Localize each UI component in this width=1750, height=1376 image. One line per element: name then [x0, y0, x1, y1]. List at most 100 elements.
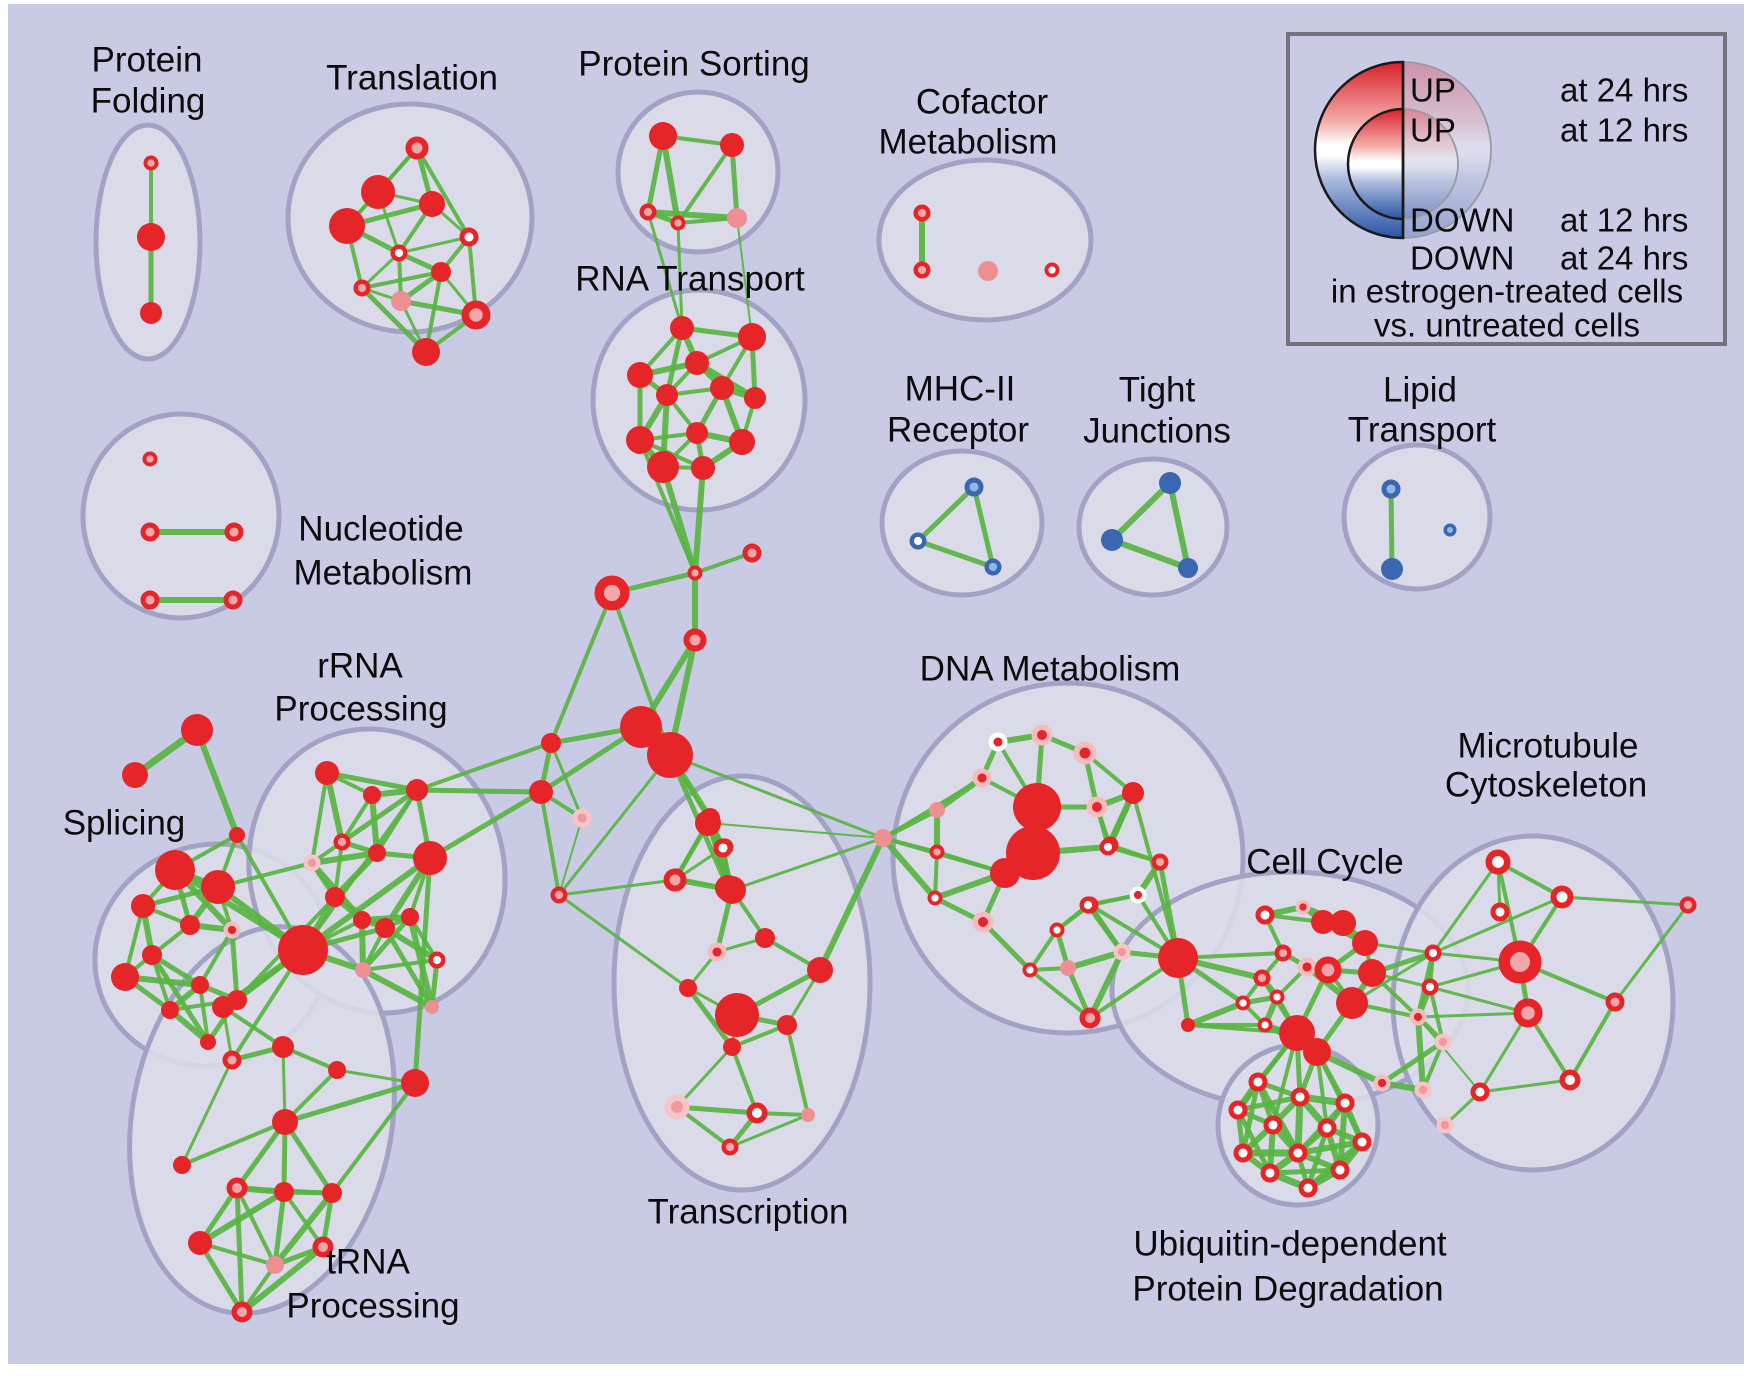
node-rp[interactable]: [721, 1138, 739, 1156]
node-rw[interactable]: [1044, 262, 1060, 278]
node-r[interactable]: [325, 887, 345, 907]
node-rw[interactable]: [1255, 905, 1275, 925]
node-r[interactable]: [272, 1036, 294, 1058]
node-b[interactable]: [1101, 529, 1123, 551]
node-rw[interactable]: [1290, 1087, 1310, 1107]
node-rw[interactable]: [1421, 978, 1439, 996]
node-r[interactable]: [541, 733, 561, 753]
node-r[interactable]: [173, 1156, 191, 1174]
node-bl[interactable]: [1443, 523, 1457, 537]
node-wr[interactable]: [988, 732, 1008, 752]
node-r[interactable]: [656, 384, 678, 406]
node-rw[interactable]: [1260, 1163, 1280, 1183]
node-bl[interactable]: [964, 477, 984, 497]
node-r[interactable]: [140, 302, 162, 324]
node-r[interactable]: [401, 1069, 429, 1097]
node-rp[interactable]: [226, 1177, 248, 1199]
node-r[interactable]: [1181, 1018, 1195, 1032]
node-rp[interactable]: [1679, 896, 1697, 914]
node-rw[interactable]: [1330, 1160, 1350, 1180]
node-r[interactable]: [191, 976, 209, 994]
node-rw[interactable]: [713, 838, 733, 858]
node-rp[interactable]: [1079, 1007, 1101, 1029]
node-rw[interactable]: [1335, 1093, 1355, 1113]
node-r[interactable]: [529, 780, 553, 804]
node-rp[interactable]: [742, 543, 762, 563]
node-rp[interactable]: [550, 886, 568, 904]
node-rp[interactable]: [142, 451, 158, 467]
node-rp[interactable]: [312, 1236, 334, 1258]
node-r[interactable]: [990, 858, 1020, 888]
node-r[interactable]: [738, 323, 766, 351]
node-r[interactable]: [406, 779, 428, 801]
node-r[interactable]: [142, 945, 162, 965]
node-r[interactable]: [777, 1015, 797, 1035]
node-rp[interactable]: [639, 203, 657, 221]
node-b[interactable]: [1159, 472, 1181, 494]
node-r[interactable]: [1013, 783, 1061, 831]
node-r[interactable]: [180, 915, 200, 935]
node-r[interactable]: [412, 338, 440, 366]
node-pr[interactable]: [972, 911, 994, 933]
node-rw[interactable]: [1288, 1143, 1308, 1163]
node-pr[interactable]: [1373, 1074, 1391, 1092]
node-r[interactable]: [647, 451, 679, 483]
node-rp[interactable]: [913, 204, 931, 222]
node-r[interactable]: [368, 844, 386, 862]
node-r[interactable]: [274, 1182, 294, 1202]
node-rw[interactable]: [459, 227, 479, 247]
node-rw[interactable]: [1079, 896, 1097, 914]
node-rw[interactable]: [927, 890, 943, 906]
node-p[interactable]: [929, 802, 945, 818]
node-pp[interactable]: [1414, 1081, 1432, 1099]
node-r[interactable]: [715, 993, 759, 1037]
node-pp[interactable]: [1434, 1033, 1452, 1051]
node-rp[interactable]: [1274, 944, 1292, 962]
node-rp[interactable]: [1498, 940, 1542, 984]
node-r[interactable]: [686, 422, 708, 444]
node-rp[interactable]: [223, 590, 243, 610]
node-rw[interactable]: [1248, 1072, 1268, 1092]
node-rp[interactable]: [1513, 998, 1543, 1028]
node-r[interactable]: [1006, 826, 1060, 880]
node-p[interactable]: [874, 829, 892, 847]
node-r[interactable]: [361, 175, 395, 209]
node-r[interactable]: [181, 714, 213, 746]
node-r[interactable]: [1158, 938, 1198, 978]
node-bl[interactable]: [1381, 479, 1401, 499]
node-p[interactable]: [355, 962, 371, 978]
node-rw[interactable]: [1099, 838, 1117, 856]
node-rp[interactable]: [231, 1301, 253, 1323]
node-r[interactable]: [353, 911, 371, 929]
node-pp[interactable]: [572, 808, 592, 828]
node-rp[interactable]: [1605, 992, 1625, 1012]
node-r[interactable]: [670, 316, 694, 340]
node-r[interactable]: [1279, 1015, 1315, 1051]
node-rp[interactable]: [1314, 956, 1342, 984]
node-r[interactable]: [155, 850, 195, 890]
node-bl[interactable]: [984, 558, 1002, 576]
node-pp[interactable]: [303, 854, 321, 872]
node-pp[interactable]: [1113, 943, 1131, 961]
node-p[interactable]: [266, 1256, 284, 1274]
node-rp[interactable]: [670, 215, 686, 231]
node-rp[interactable]: [140, 590, 160, 610]
node-r[interactable]: [328, 1061, 346, 1079]
node-r[interactable]: [626, 426, 654, 454]
node-r[interactable]: [647, 732, 693, 778]
node-rw[interactable]: [1257, 1017, 1273, 1033]
node-rw[interactable]: [1485, 849, 1511, 875]
node-r[interactable]: [718, 876, 746, 904]
node-r[interactable]: [1336, 987, 1368, 1019]
node-pr[interactable]: [972, 768, 992, 788]
node-rw[interactable]: [1022, 962, 1038, 978]
node-rp[interactable]: [1151, 853, 1169, 871]
node-rw[interactable]: [1235, 995, 1251, 1011]
node-r[interactable]: [131, 894, 155, 918]
node-r[interactable]: [229, 827, 245, 843]
node-rw[interactable]: [1352, 1132, 1372, 1152]
node-r[interactable]: [710, 376, 734, 400]
node-p[interactable]: [391, 291, 411, 311]
node-rp[interactable]: [687, 565, 703, 581]
node-r[interactable]: [1303, 1038, 1331, 1066]
